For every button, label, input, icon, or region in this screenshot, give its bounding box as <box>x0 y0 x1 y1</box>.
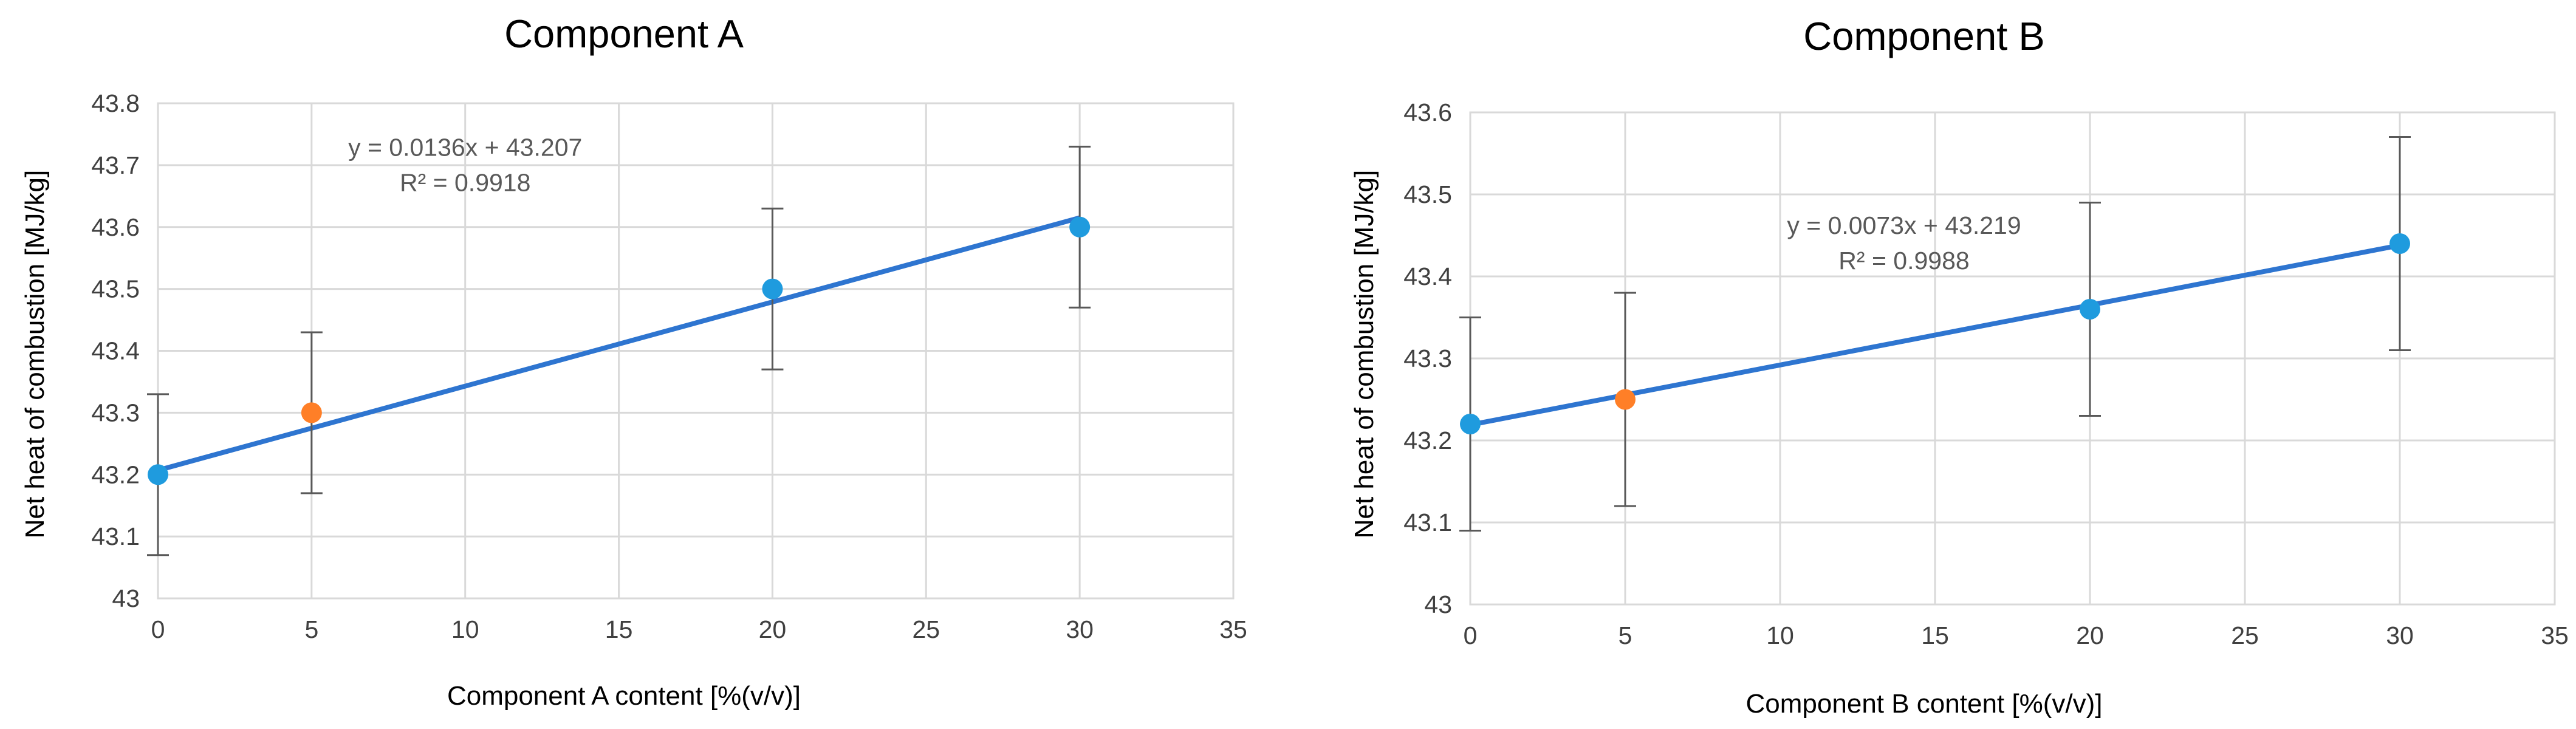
x-tick-label: 0 <box>1464 621 1478 649</box>
y-tick-label: 43.4 <box>91 337 140 365</box>
data-point <box>2389 233 2410 254</box>
y-tick-label: 43.6 <box>1403 98 1452 126</box>
data-point <box>2080 299 2100 320</box>
x-tick-label: 30 <box>1066 615 1094 643</box>
x-tick-label: 0 <box>151 615 165 643</box>
x-tick-label: 25 <box>2231 621 2259 649</box>
y-tick-label: 43.2 <box>1403 426 1452 454</box>
x-tick-label: 15 <box>605 615 633 643</box>
x-tick-label: 10 <box>451 615 479 643</box>
x-tick-label: 5 <box>304 615 318 643</box>
chart-b-title: Component B <box>1803 14 2044 58</box>
chart-b-gridlines <box>1469 111 2556 606</box>
y-tick-label: 43.5 <box>1403 180 1452 208</box>
chart-a-data-points <box>148 216 1091 485</box>
data-point <box>762 278 783 299</box>
chart-a: Component A 4343.143.243.343.443.543.643… <box>20 12 1247 711</box>
chart-a-y-tick-labels: 43 43.1 43.2 43.3 43.4 43.5 43.6 43.7 43.8 <box>91 89 140 612</box>
chart-a-axes <box>157 102 1235 600</box>
x-tick-label: 5 <box>1619 621 1632 649</box>
y-tick-label: 43.3 <box>1403 344 1452 372</box>
chart-a-title: Component A <box>504 12 744 56</box>
x-tick-label: 20 <box>759 615 787 643</box>
data-point <box>148 464 168 485</box>
chart-b-y-tick-labels: 43 43.1 43.2 43.3 43.4 43.5 43.6 <box>1403 98 1452 618</box>
chart-a-x-tick-labels: 0 5 10 15 20 25 30 35 <box>151 615 1247 643</box>
chart-a-gridlines <box>157 102 1235 600</box>
y-tick-label: 43.2 <box>91 460 140 488</box>
x-tick-label: 35 <box>1219 615 1247 643</box>
y-tick-label: 43.1 <box>91 522 140 550</box>
y-tick-label: 43 <box>1424 590 1452 618</box>
x-tick-label: 35 <box>2541 621 2569 649</box>
y-tick-label: 43.5 <box>91 275 140 303</box>
plot-area-border <box>157 102 1235 600</box>
y-tick-label: 43.4 <box>1403 262 1452 290</box>
chart-b-y-axis-label: Net heat of combustion [MJ/kg] <box>1349 170 1379 539</box>
data-point <box>1069 216 1091 238</box>
y-tick-label: 43.6 <box>91 213 140 241</box>
y-tick-label: 43.8 <box>91 89 140 117</box>
y-tick-label: 43.1 <box>1403 508 1452 536</box>
x-tick-label: 10 <box>1766 621 1794 649</box>
chart-a-trendline-equation: y = 0.0136x + 43.207 <box>348 134 582 162</box>
chart-b-trendline-equation: y = 0.0073x + 43.219 <box>1787 211 2021 239</box>
y-tick-label: 43 <box>112 584 140 612</box>
data-point <box>1615 389 1636 410</box>
chart-b-r-squared: R² = 0.9988 <box>1838 247 1969 275</box>
x-tick-label: 15 <box>1921 621 1949 649</box>
chart-b-x-axis-label: Component B content [%(v/v)] <box>1746 689 2103 719</box>
x-tick-label: 20 <box>2076 621 2104 649</box>
y-tick-label: 43.3 <box>91 399 140 426</box>
chart-b-data-points <box>1460 233 2410 434</box>
data-point <box>1460 414 1481 434</box>
chart-b-x-tick-labels: 0 5 10 15 20 25 30 35 <box>1464 621 2569 649</box>
chart-a-r-squared: R² = 0.9918 <box>400 169 530 197</box>
chart-a-x-axis-label: Component A content [%(v/v)] <box>447 681 801 711</box>
data-point <box>301 402 322 423</box>
x-tick-label: 30 <box>2386 621 2414 649</box>
x-tick-label: 25 <box>912 615 940 643</box>
y-tick-label: 43.7 <box>91 151 140 179</box>
chart-a-y-axis-label: Net heat of combustion [MJ/kg] <box>20 170 50 539</box>
chart-b: Component B 43 43.1 43.2 43.3 43.4 43.5 43.6 0… <box>1349 14 2569 719</box>
